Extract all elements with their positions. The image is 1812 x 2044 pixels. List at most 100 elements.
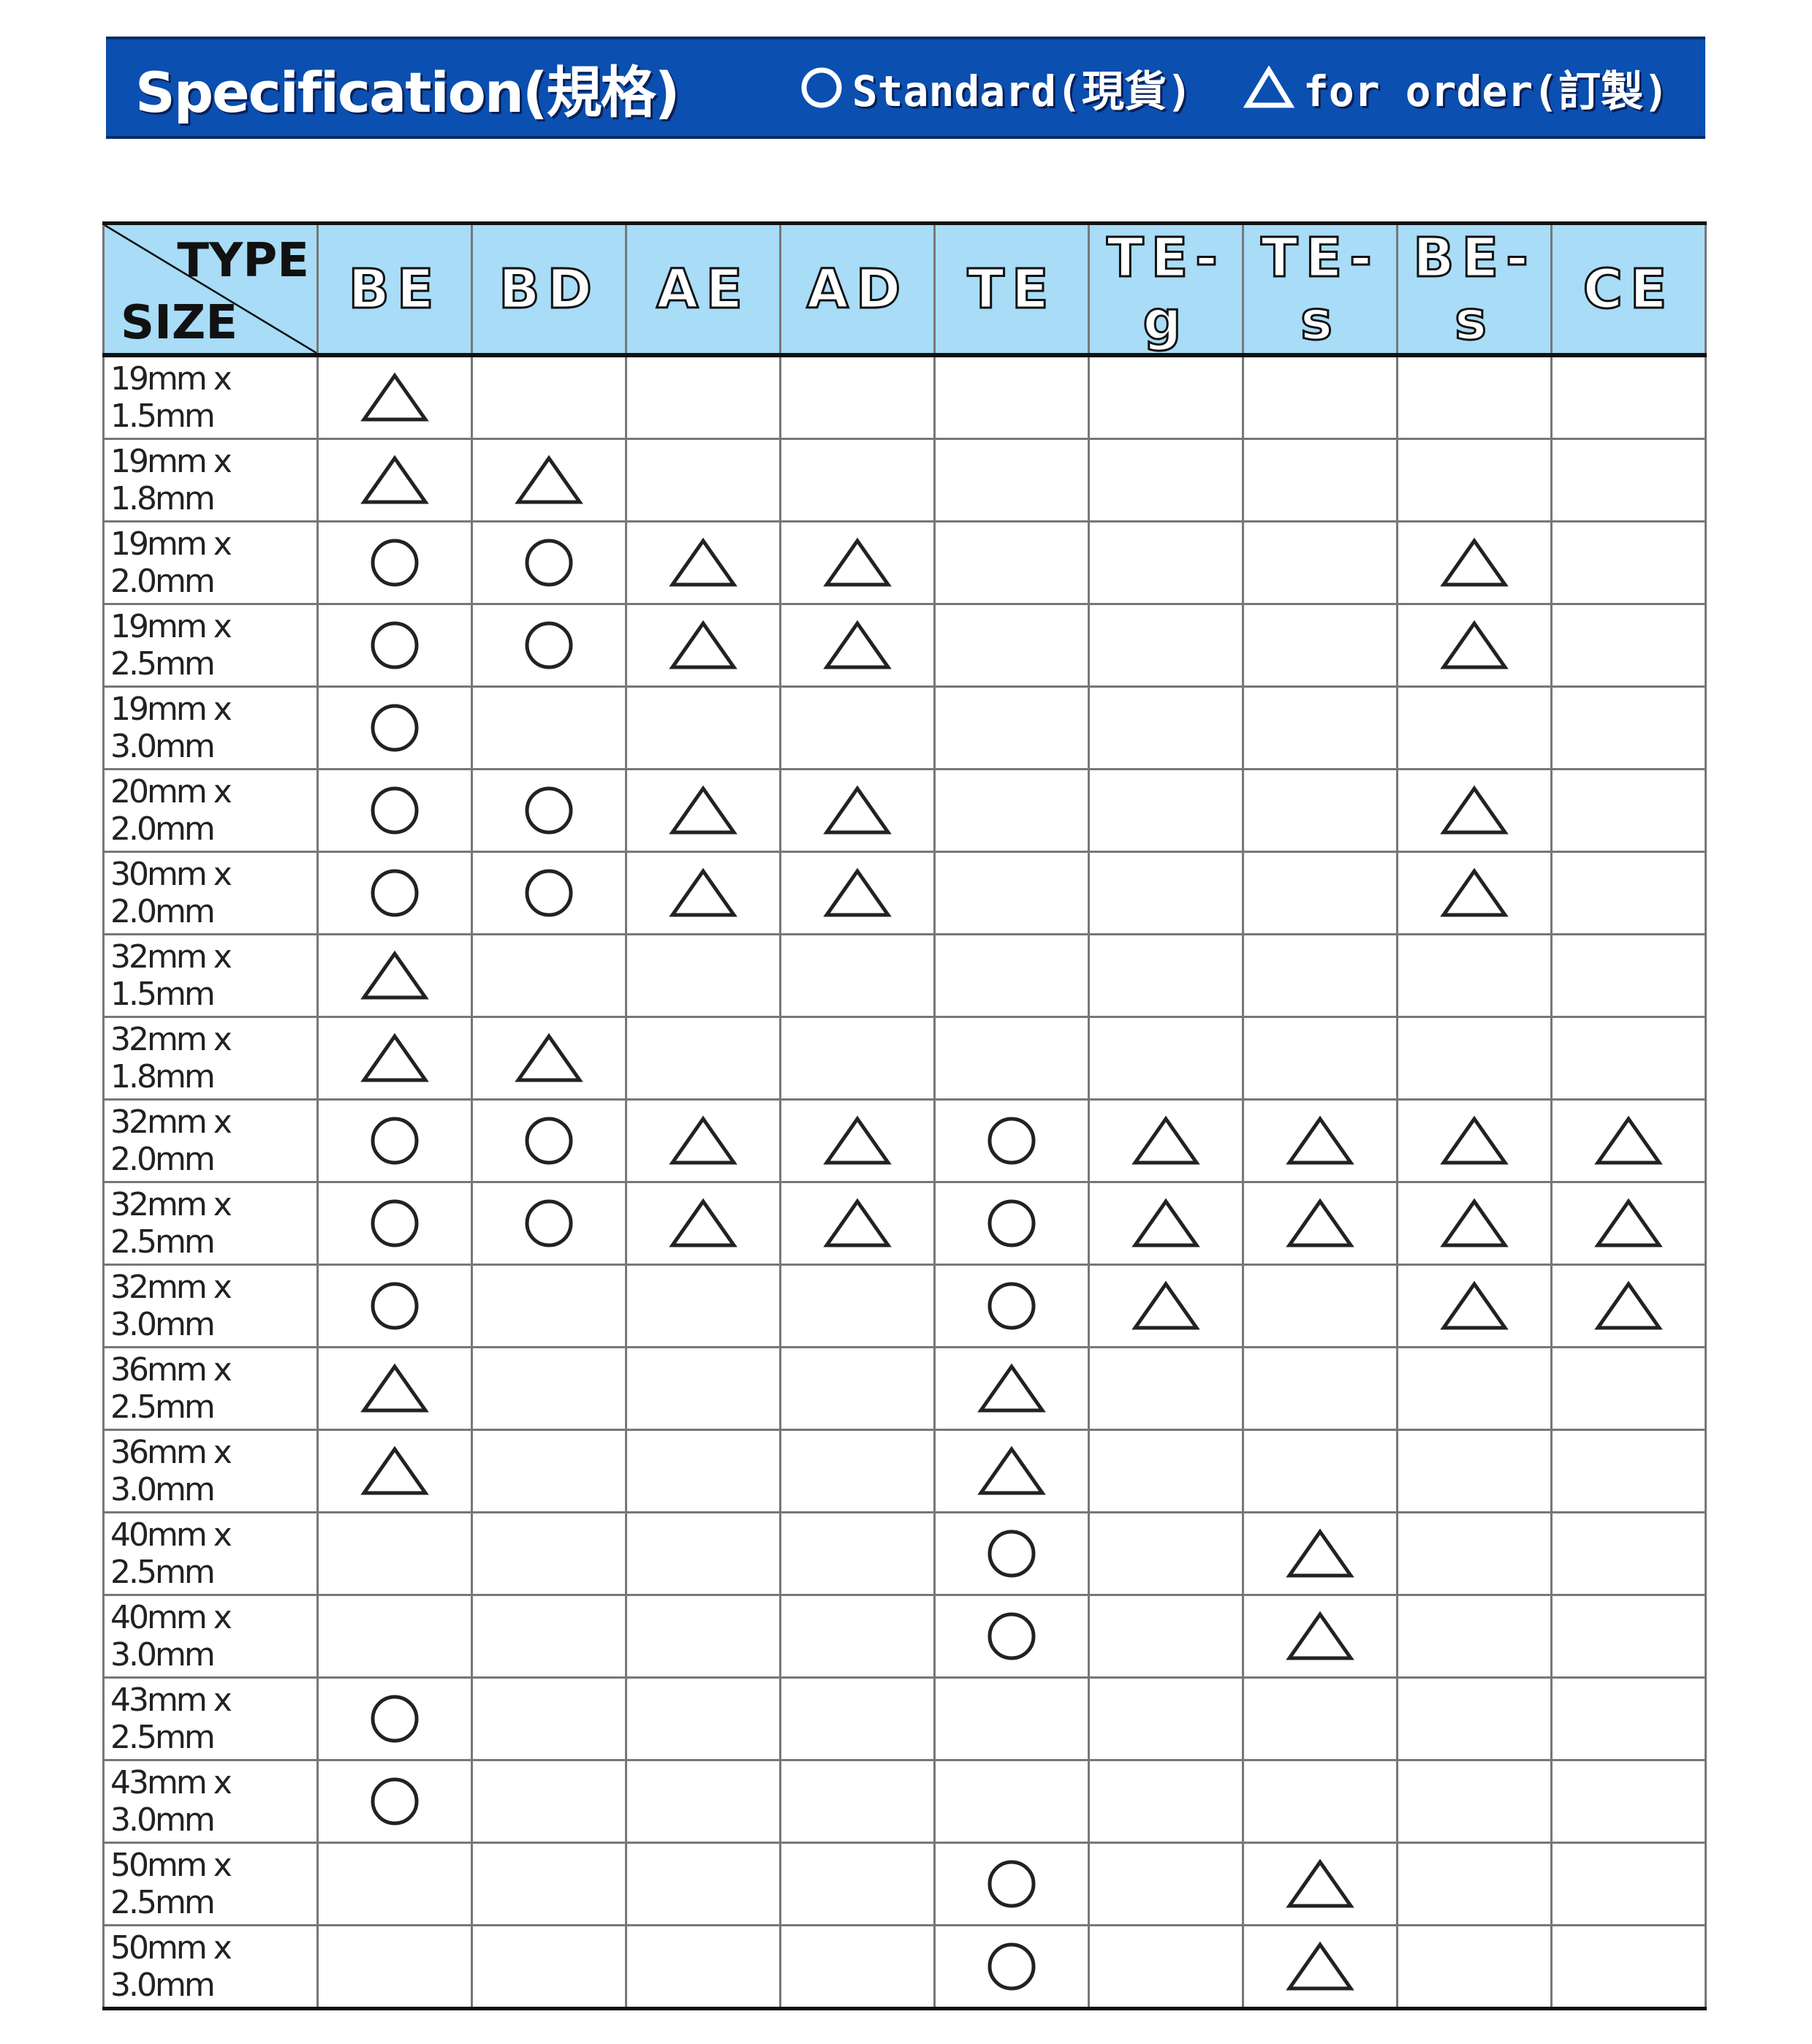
size-cell: 32mm x 1.8mm bbox=[102, 1016, 319, 1101]
mark-cell-ce bbox=[1550, 1346, 1707, 1431]
size-cell: 30mm x 2.0mm bbox=[102, 851, 319, 935]
specification-banner: Specification(規格) Standard(現貨) for order… bbox=[106, 37, 1705, 139]
triangle-icon bbox=[1440, 1280, 1509, 1330]
triangle-icon bbox=[1594, 1198, 1663, 1247]
triangle-icon bbox=[1440, 1198, 1509, 1247]
circle-icon bbox=[371, 1199, 419, 1247]
size-cell: 19mm x 2.0mm bbox=[102, 520, 319, 605]
mark-cell-ce bbox=[1550, 768, 1707, 853]
mark-cell-te-g bbox=[1088, 1181, 1244, 1266]
circle-icon bbox=[987, 1612, 1036, 1660]
mark-cell-te bbox=[933, 768, 1090, 853]
mark-cell-be-s bbox=[1396, 354, 1553, 440]
mark-cell-te-s bbox=[1242, 1842, 1398, 1926]
mark-cell-te-s bbox=[1242, 768, 1398, 853]
circle-icon bbox=[371, 539, 419, 587]
column-header-ad: AD bbox=[779, 221, 936, 357]
mark-cell-be bbox=[316, 520, 473, 605]
mark-cell-be-s bbox=[1396, 1346, 1553, 1431]
triangle-icon bbox=[669, 537, 738, 587]
table-row: 40mm x 3.0mm bbox=[102, 1594, 1707, 1679]
mark-cell-bd bbox=[471, 1429, 627, 1513]
circle-icon bbox=[371, 786, 419, 835]
circle-icon bbox=[525, 1117, 573, 1165]
size-cell: 32mm x 1.5mm bbox=[102, 933, 319, 1018]
banner-title: Specification(規格) bbox=[135, 60, 680, 125]
mark-cell-be-s bbox=[1396, 1511, 1553, 1596]
mark-cell-be-s bbox=[1396, 1594, 1553, 1679]
circle-icon bbox=[371, 1695, 419, 1743]
mark-cell-be-s bbox=[1396, 520, 1553, 605]
mark-cell-ad bbox=[779, 1181, 936, 1266]
mark-cell-bd bbox=[471, 1594, 627, 1679]
table-row: 19mm x 2.0mm bbox=[102, 520, 1707, 605]
mark-cell-te-g bbox=[1088, 1759, 1244, 1844]
mark-cell-ce bbox=[1550, 933, 1707, 1018]
triangle-icon bbox=[360, 455, 429, 504]
mark-cell-ad bbox=[779, 354, 936, 440]
mark-cell-be-s bbox=[1396, 1429, 1553, 1513]
mark-cell-ce bbox=[1550, 851, 1707, 935]
mark-cell-be-s bbox=[1396, 768, 1553, 853]
table-row: 50mm x 2.5mm bbox=[102, 1842, 1707, 1926]
table-row: 43mm x 2.5mm bbox=[102, 1676, 1707, 1761]
triangle-icon bbox=[977, 1363, 1046, 1413]
mark-cell-be-s bbox=[1396, 438, 1553, 523]
mark-cell-bd bbox=[471, 1511, 627, 1596]
mark-cell-ce bbox=[1550, 438, 1707, 523]
mark-cell-ad bbox=[779, 1264, 936, 1348]
mark-cell-be bbox=[316, 1676, 473, 1761]
mark-cell-te bbox=[933, 685, 1090, 770]
mark-cell-te bbox=[933, 603, 1090, 688]
triangle-icon bbox=[515, 1033, 583, 1082]
mark-cell-ae bbox=[625, 1346, 781, 1431]
table-row: 43mm x 3.0mm bbox=[102, 1759, 1707, 1844]
corner-header: TYPE SIZE bbox=[102, 221, 319, 357]
mark-cell-te-s bbox=[1242, 1264, 1398, 1348]
mark-cell-te-g bbox=[1088, 438, 1244, 523]
mark-cell-be-s bbox=[1396, 933, 1553, 1018]
mark-cell-be bbox=[316, 603, 473, 688]
size-cell: 19mm x 1.8mm bbox=[102, 438, 319, 523]
mark-cell-ad bbox=[779, 1016, 936, 1101]
mark-cell-te-g bbox=[1088, 520, 1244, 605]
mark-cell-ce bbox=[1550, 354, 1707, 440]
mark-cell-te bbox=[933, 1676, 1090, 1761]
mark-cell-te-g bbox=[1088, 1511, 1244, 1596]
mark-cell-bd bbox=[471, 1181, 627, 1266]
mark-cell-te bbox=[933, 354, 1090, 440]
mark-cell-be bbox=[316, 1346, 473, 1431]
circle-icon bbox=[371, 1777, 419, 1825]
mark-cell-be bbox=[316, 1181, 473, 1266]
mark-cell-te-g bbox=[1088, 685, 1244, 770]
circle-icon bbox=[801, 67, 842, 108]
mark-cell-bd bbox=[471, 685, 627, 770]
size-cell: 36mm x 2.5mm bbox=[102, 1346, 319, 1431]
legend-order: for order(訂製) bbox=[1243, 57, 1669, 118]
size-cell: 40mm x 2.5mm bbox=[102, 1511, 319, 1596]
circle-icon bbox=[525, 869, 573, 917]
mark-cell-ad bbox=[779, 520, 936, 605]
mark-cell-be-s bbox=[1396, 1016, 1553, 1101]
corner-type-label: TYPE bbox=[177, 234, 309, 288]
mark-cell-ad bbox=[779, 603, 936, 688]
mark-cell-te-s bbox=[1242, 1016, 1398, 1101]
mark-cell-bd bbox=[471, 1759, 627, 1844]
size-cell: 19mm x 3.0mm bbox=[102, 685, 319, 770]
mark-cell-te bbox=[933, 1759, 1090, 1844]
legend-order-label: for order(訂製) bbox=[1303, 67, 1669, 116]
mark-cell-bd bbox=[471, 1676, 627, 1761]
mark-cell-te-s bbox=[1242, 520, 1398, 605]
triangle-icon bbox=[669, 785, 738, 835]
triangle-icon bbox=[669, 620, 738, 669]
mark-cell-ad bbox=[779, 851, 936, 935]
triangle-icon bbox=[1131, 1115, 1200, 1165]
mark-cell-ae bbox=[625, 1924, 781, 2010]
table-row: 36mm x 3.0mm bbox=[102, 1429, 1707, 1513]
mark-cell-ad bbox=[779, 1594, 936, 1679]
mark-cell-be bbox=[316, 768, 473, 853]
mark-cell-ad bbox=[779, 1511, 936, 1596]
mark-cell-te-s bbox=[1242, 1181, 1398, 1266]
mark-cell-te-g bbox=[1088, 768, 1244, 853]
mark-cell-te bbox=[933, 520, 1090, 605]
